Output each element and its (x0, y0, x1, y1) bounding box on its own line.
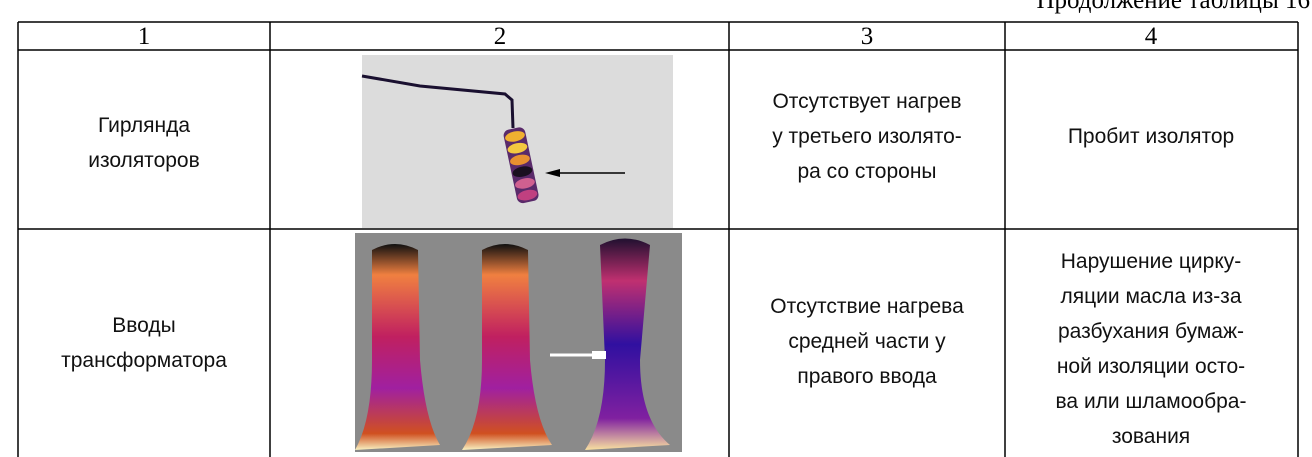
cell-text: средней части у (788, 330, 946, 353)
document-page: Продолжение таблицы 16 1 2 3 4 Гирлянда … (0, 0, 1312, 457)
cell-text: правого ввода (797, 365, 937, 388)
thermal-image-bushings (355, 233, 682, 452)
cell-text: ной изоляции осто- (1057, 355, 1245, 378)
cell-text: Пробит изолятор (1068, 125, 1234, 148)
table-caption: Продолжение таблицы 16 (1036, 0, 1310, 14)
cell-text: ва или шламообра- (1056, 390, 1247, 413)
thermal-image-insulators (362, 55, 673, 228)
header-cell: 4 (1145, 23, 1158, 50)
cell-text: изоляторов (88, 149, 200, 172)
cell-text: разбухания бумаж- (1058, 320, 1244, 343)
cell-text: ляции масла из-за (1061, 285, 1242, 308)
cell-text: ра со стороны (797, 160, 936, 183)
header-cell: 2 (494, 23, 507, 50)
header-cell: 1 (138, 23, 151, 50)
cell-text: Нарушение цирку- (1061, 250, 1242, 273)
cell-text: трансформатора (61, 349, 227, 372)
header-cell: 3 (861, 23, 874, 50)
cell-text: Гирлянда (98, 114, 190, 137)
cell-text: зования (1112, 425, 1190, 448)
cell-text: Отсутствие нагрева (770, 295, 964, 318)
cell-text: Вводы (112, 314, 176, 337)
cell-text: у третьего изолято- (772, 125, 962, 148)
cell-text: Отсутствует нагрев (772, 90, 961, 113)
